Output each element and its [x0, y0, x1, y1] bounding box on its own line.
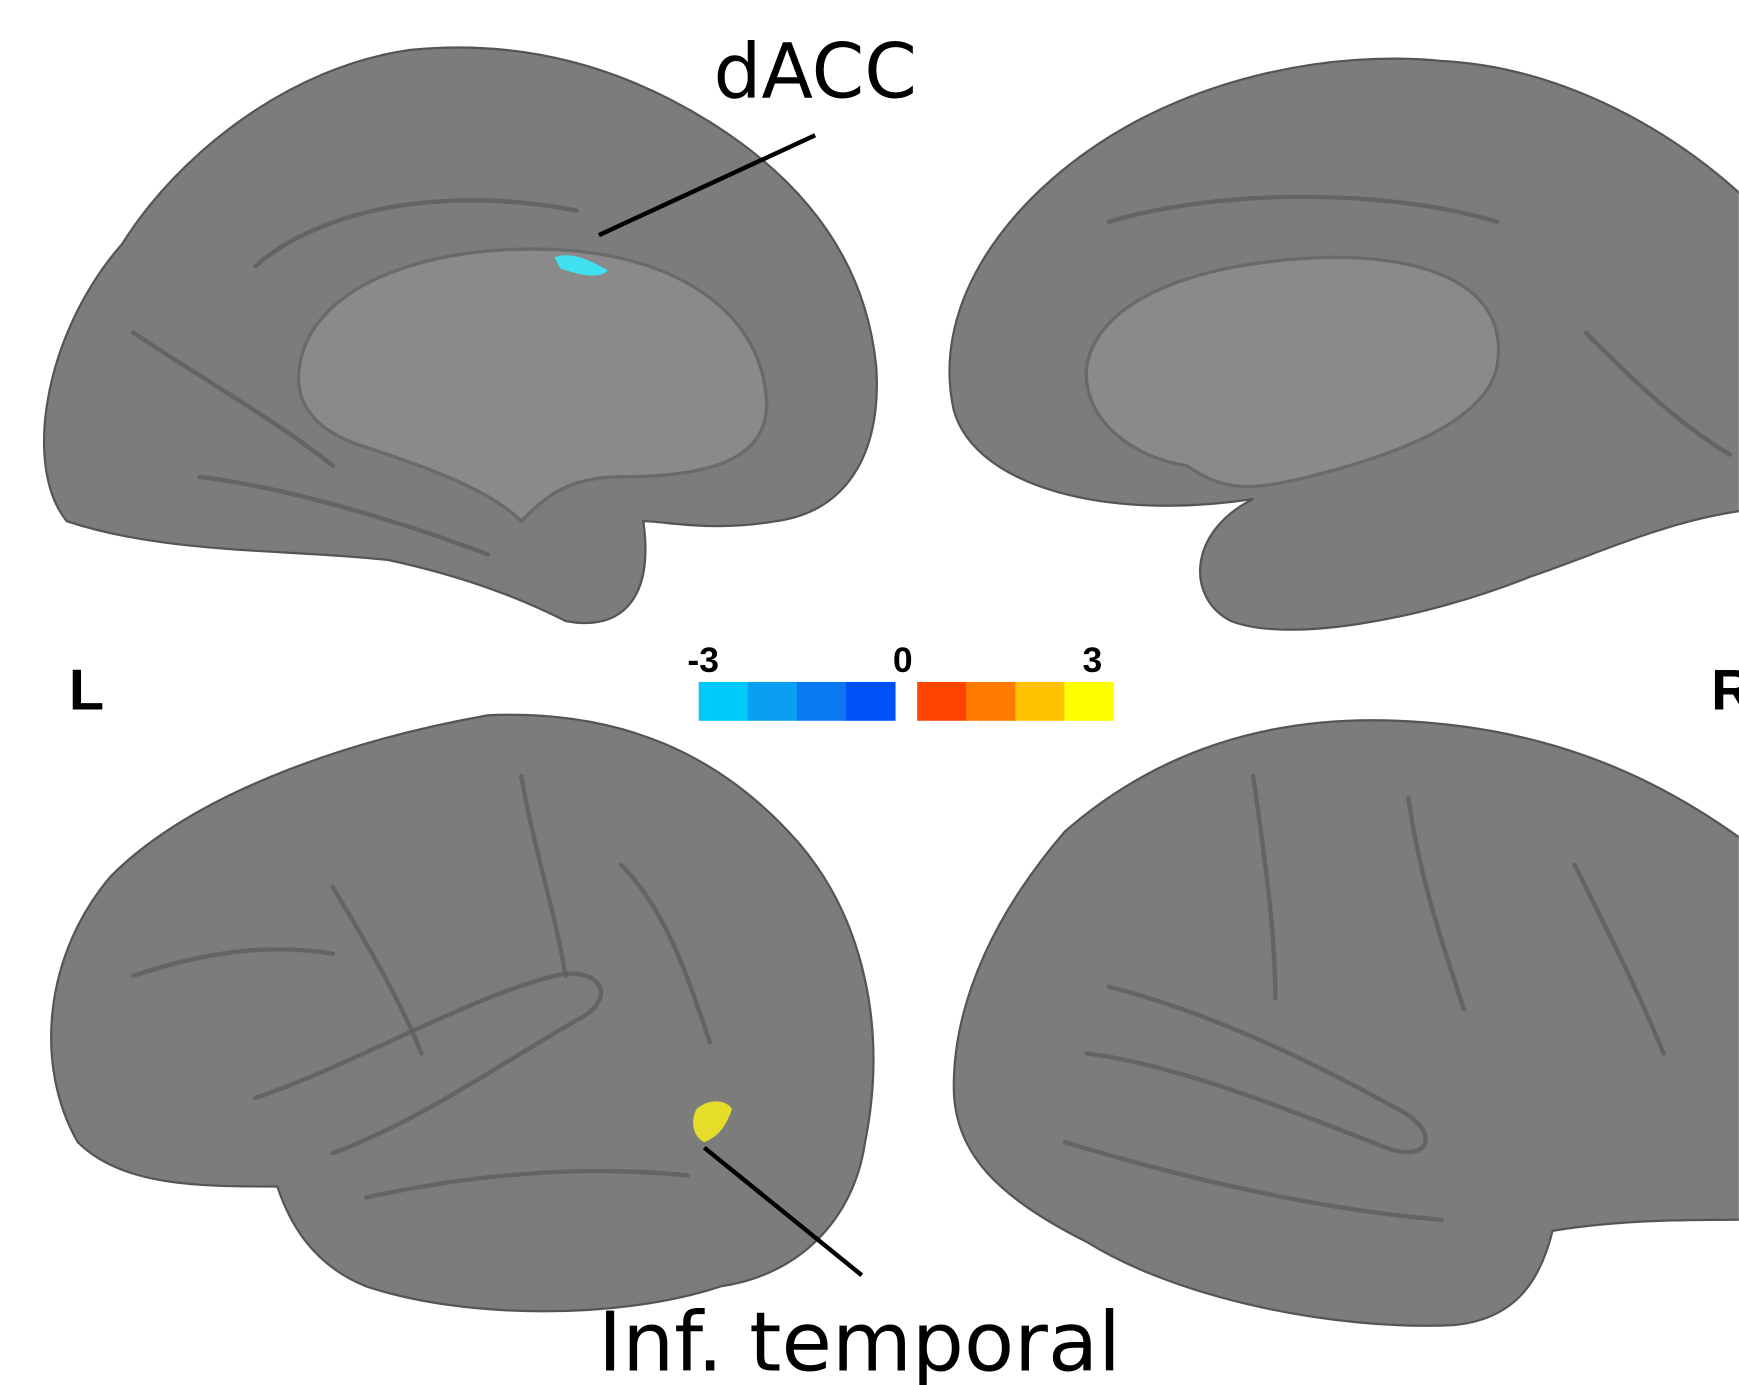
colorbar-swatch: [699, 682, 749, 721]
region-label: Inf. temporal: [598, 1296, 1121, 1385]
colorbar-swatch: [1015, 682, 1065, 721]
colorbar-swatch: [797, 682, 847, 721]
hemisphere-label: R: [1711, 659, 1739, 723]
colorbar-tick-label: -3: [687, 640, 719, 680]
colorbar-tick-label: 3: [1083, 640, 1103, 680]
left-lateral-brain: [51, 715, 873, 1311]
colorbar-swatch: [1064, 682, 1114, 721]
colorbar: -3 0 3: [687, 640, 1114, 721]
colorbar-swatch: [966, 682, 1016, 721]
colorbar-swatch: [748, 682, 798, 721]
figure: dACC Inf. temporal L R -3 0 3: [0, 0, 1739, 1385]
colorbar-tick-label: 0: [893, 640, 913, 680]
left-medial-brain: [44, 47, 877, 623]
region-label: dACC: [713, 28, 916, 116]
colorbar-swatch: [917, 682, 967, 721]
hemisphere-label: L: [69, 659, 104, 723]
right-lateral-brain: [954, 720, 1739, 1325]
colorbar-swatch: [846, 682, 896, 721]
right-medial-brain: [950, 59, 1739, 630]
